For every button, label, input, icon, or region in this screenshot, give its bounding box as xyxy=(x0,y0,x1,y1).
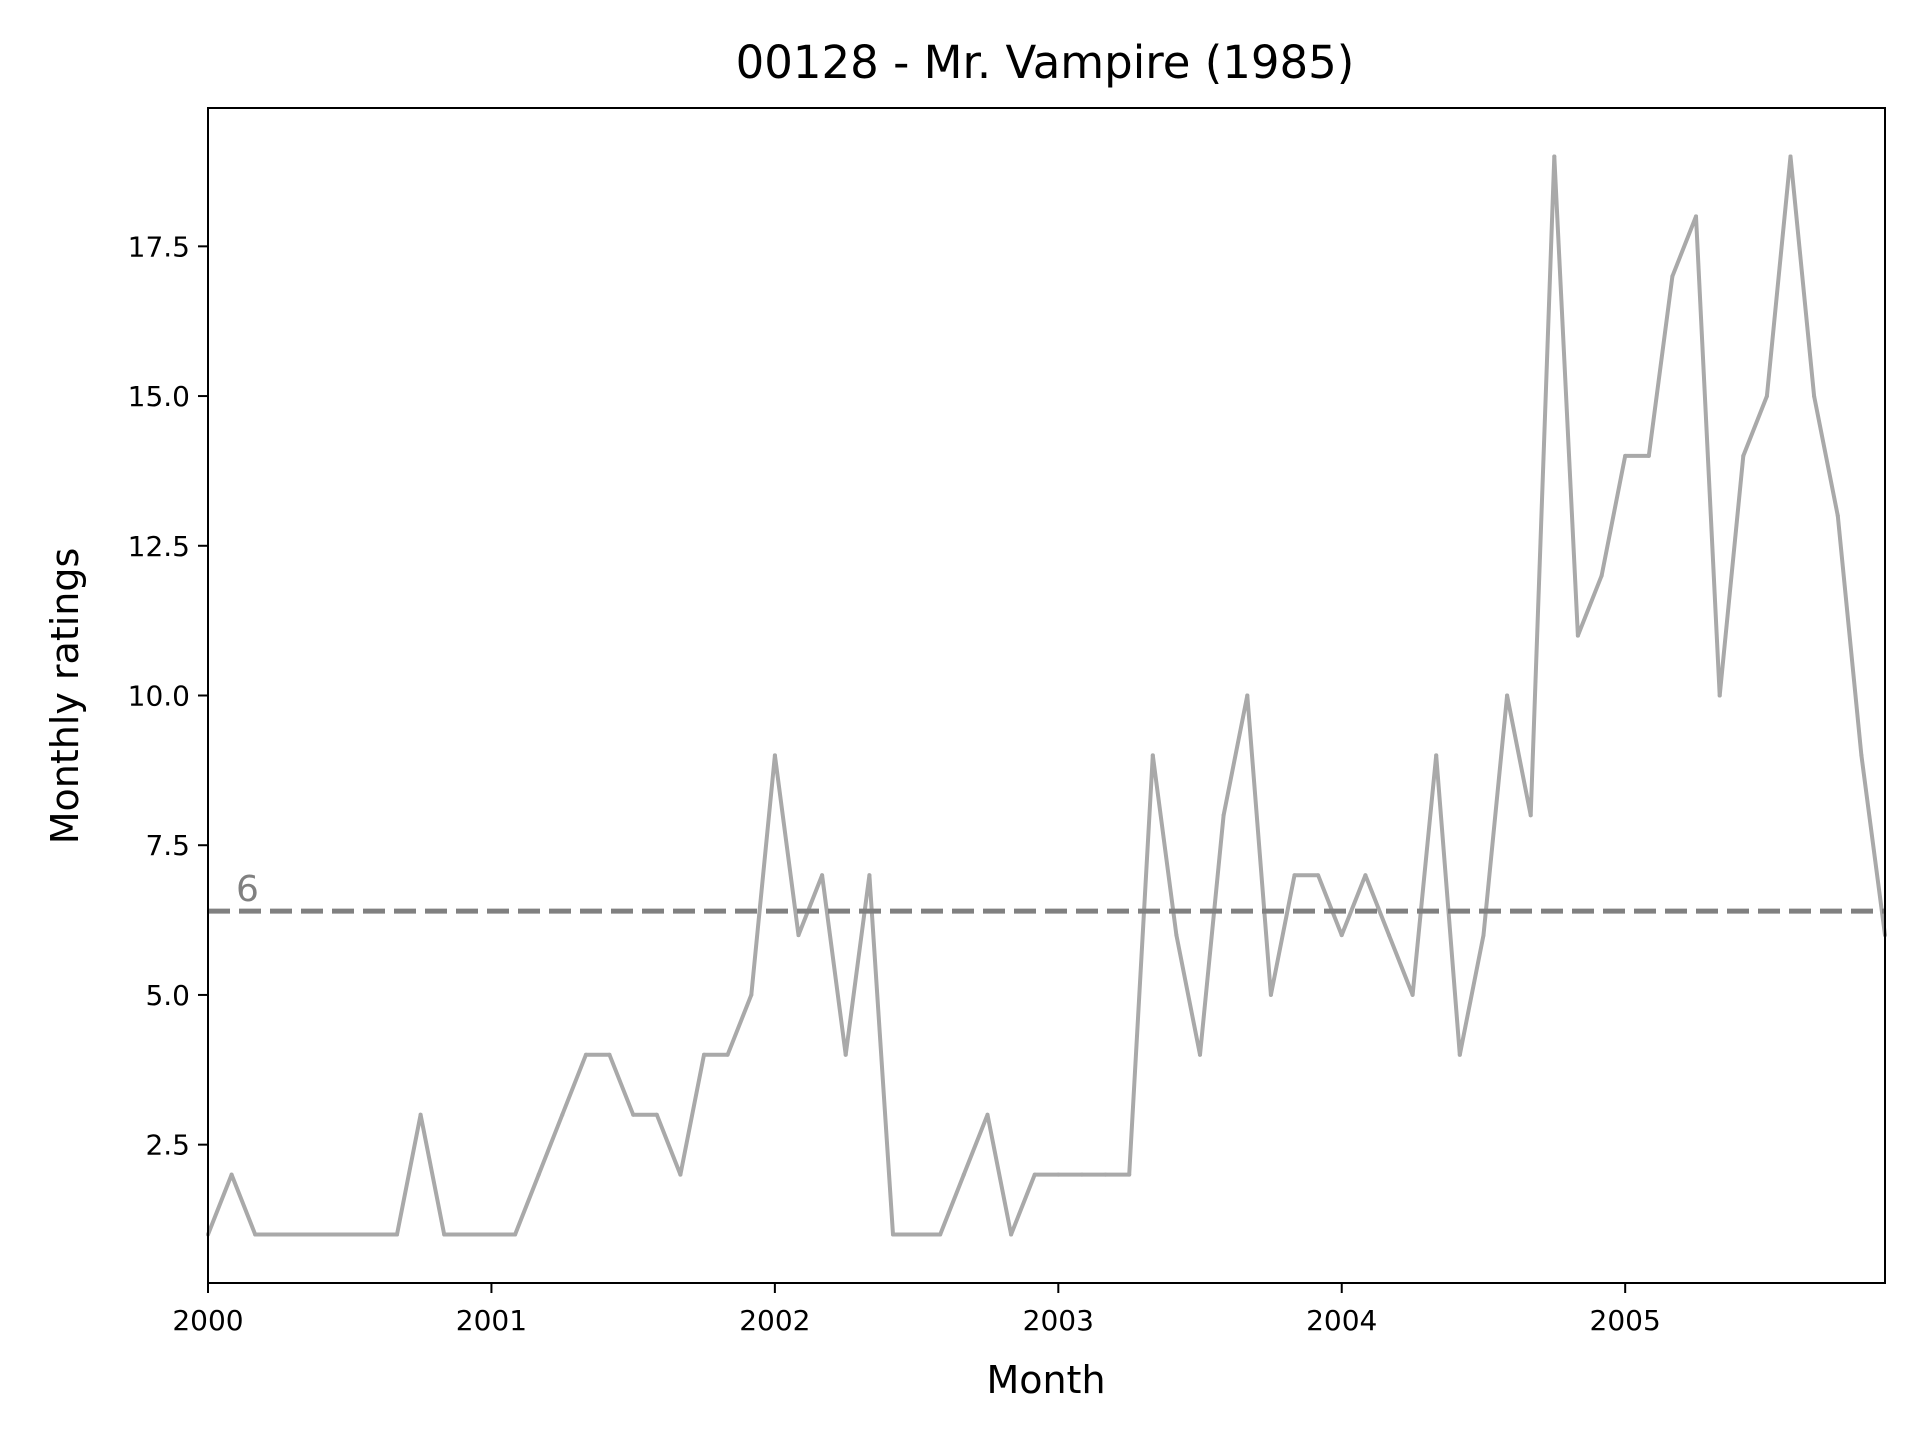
data-point xyxy=(702,1052,706,1057)
data-point xyxy=(1505,693,1510,698)
data-point xyxy=(442,1232,447,1237)
data-point xyxy=(1528,813,1533,818)
data-point xyxy=(631,1112,636,1117)
data-point xyxy=(371,1232,376,1237)
data-point xyxy=(1127,1172,1132,1177)
data-point xyxy=(1741,453,1746,458)
data-point xyxy=(583,1052,588,1057)
data-point xyxy=(1812,394,1817,399)
reference-line-label: 6 xyxy=(236,869,259,910)
data-point xyxy=(395,1232,399,1237)
x-tick-label: 2000 xyxy=(172,1304,243,1337)
data-point xyxy=(1363,873,1368,878)
x-tick-label: 2005 xyxy=(1590,1304,1661,1337)
data-point xyxy=(347,1232,352,1237)
data-point xyxy=(1056,1172,1061,1177)
y-tick-label: 15.0 xyxy=(128,380,190,413)
data-point xyxy=(1198,1052,1202,1057)
data-point xyxy=(465,1232,470,1237)
data-point xyxy=(489,1232,494,1237)
data-point xyxy=(1032,1172,1037,1177)
data-point xyxy=(749,992,754,997)
data-point xyxy=(820,873,825,878)
data-point xyxy=(1764,394,1769,399)
data-point xyxy=(1694,214,1698,219)
data-point xyxy=(891,1232,895,1237)
data-point xyxy=(843,1052,848,1057)
y-tick-label: 2.5 xyxy=(145,1129,190,1162)
data-point xyxy=(536,1172,541,1177)
data-point xyxy=(1387,933,1391,938)
plot-frame xyxy=(207,107,1886,1284)
x-axis: 2000 2001 2002 2003 2004 2005 xyxy=(172,1283,1661,1337)
x-axis-label: Month xyxy=(986,1358,1105,1402)
data-point xyxy=(229,1172,234,1177)
data-point xyxy=(1103,1172,1108,1177)
data-point xyxy=(1670,274,1675,279)
data-point xyxy=(654,1112,659,1117)
data-point xyxy=(1174,933,1179,938)
y-axis-label: Monthly ratings xyxy=(43,548,87,845)
y-tick-label: 10.0 xyxy=(128,680,190,713)
data-point xyxy=(1009,1232,1014,1237)
y-tick-label: 17.5 xyxy=(128,230,190,263)
y-tick-label: 5.0 xyxy=(145,979,190,1012)
data-point xyxy=(867,873,872,878)
data-point xyxy=(938,1232,943,1237)
data-point xyxy=(1717,693,1722,698)
data-point xyxy=(1457,1052,1462,1057)
x-tick-label: 2003 xyxy=(1023,1304,1094,1337)
data-point xyxy=(276,1232,281,1237)
data-point xyxy=(607,1052,612,1057)
data-point xyxy=(725,1052,730,1057)
data-point xyxy=(418,1112,423,1117)
data-point xyxy=(961,1172,966,1177)
chart-title: 00128 - Mr. Vampire (1985) xyxy=(736,36,1355,89)
data-point xyxy=(1788,154,1793,159)
data-point xyxy=(772,753,777,758)
x-tick-label: 2002 xyxy=(739,1304,810,1337)
data-point xyxy=(1481,933,1486,938)
data-point xyxy=(1079,1172,1084,1177)
data-point xyxy=(1150,753,1155,758)
data-point xyxy=(678,1172,683,1177)
x-tick-label: 2001 xyxy=(456,1304,527,1337)
data-point xyxy=(796,933,801,938)
data-point xyxy=(1552,154,1557,159)
data-point xyxy=(1221,813,1226,818)
data-point xyxy=(1599,573,1604,578)
data-point xyxy=(300,1232,305,1237)
data-point xyxy=(1623,453,1628,458)
plot-area: 6 xyxy=(206,154,1887,1237)
y-tick-label: 12.5 xyxy=(128,530,190,563)
data-point xyxy=(1859,753,1864,758)
data-point xyxy=(1410,992,1415,997)
data-point xyxy=(560,1112,565,1117)
data-point xyxy=(1268,992,1273,997)
y-axis: 2.5 5.0 7.5 10.0 12.5 15.0 17.5 xyxy=(128,230,208,1162)
data-point xyxy=(1245,693,1250,698)
data-point xyxy=(324,1232,329,1237)
data-point xyxy=(985,1112,990,1117)
y-tick-label: 7.5 xyxy=(145,829,190,862)
data-point xyxy=(1316,873,1321,878)
data-point xyxy=(1292,873,1297,878)
data-point xyxy=(513,1232,518,1237)
x-tick-label: 2004 xyxy=(1306,1304,1377,1337)
series-line-1 xyxy=(206,154,1887,1237)
data-point xyxy=(1835,513,1840,518)
data-point xyxy=(1575,633,1580,638)
data-point xyxy=(914,1232,919,1237)
data-point xyxy=(253,1232,258,1237)
data-point xyxy=(1339,933,1344,938)
data-point xyxy=(1434,753,1439,758)
data-point xyxy=(1646,453,1651,458)
